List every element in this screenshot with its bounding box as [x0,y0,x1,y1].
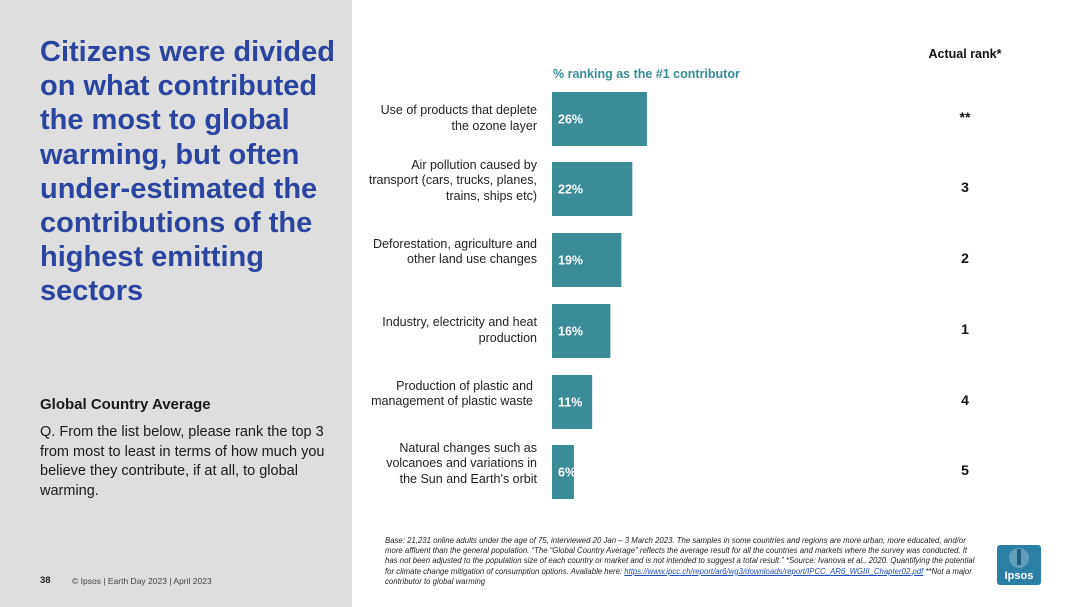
category-label-6: Natural changes such as volcanoes and va… [386,440,537,486]
logo-mark-icon [1009,548,1029,568]
category-label-1: Use of products that deplete the ozone l… [380,103,537,133]
actual-rank-1: ** [959,109,971,125]
actual-rank-header: Actual rank* [928,47,1002,61]
logo-text: Ipsos [1004,570,1034,582]
bar-5 [552,375,593,429]
base-note-suffix: **Not a major contributor to global warm… [385,566,972,586]
data-label-3: 19% [558,254,583,268]
data-label-4: 16% [558,325,583,339]
base-note: Base: 21,231 online adults under the age… [385,536,975,587]
actual-rank-6: 5 [961,462,969,478]
left-panel [0,0,352,607]
category-label-4: Industry, electricity and heat productio… [382,315,537,345]
source-link[interactable]: https://www.ipcc.ch/report/ar6/wg3/downl… [624,566,924,576]
actual-rank-3: 2 [961,250,969,266]
actual-rank-5: 4 [961,392,969,408]
page-number: 38 [40,575,51,586]
ipsos-logo: Ipsos [997,545,1041,585]
survey-question: Q. From the list below, please rank the … [40,424,325,499]
bar-6 [552,445,574,499]
data-label-6: 6% [558,466,576,480]
data-label-1: 26% [558,113,583,127]
data-label-5: 11% [558,396,582,410]
page-title: Citizens were divided on what contribute… [40,36,335,308]
category-label-3: Deforestation, agriculture and other lan… [373,236,537,267]
data-label-2: 22% [558,183,583,197]
chart-title: % ranking as the #1 contributor [553,67,740,81]
bar-1 [552,92,647,146]
bar-2 [552,162,633,216]
footer-copyright: © Ipsos | Earth Day 2023 | April 2023 [72,576,212,586]
bar-3 [552,233,622,287]
base-note-text: Base: 21,231 online adults under the age… [385,536,975,576]
category-label-2: Air pollution caused by transport (cars,… [368,157,537,203]
category-label-5: Production of plastic and management of … [371,378,533,409]
subtitle: Global Country Average [40,396,211,413]
bar-4 [552,304,611,358]
actual-rank-2: 3 [961,179,969,195]
actual-rank-4: 1 [961,321,969,337]
